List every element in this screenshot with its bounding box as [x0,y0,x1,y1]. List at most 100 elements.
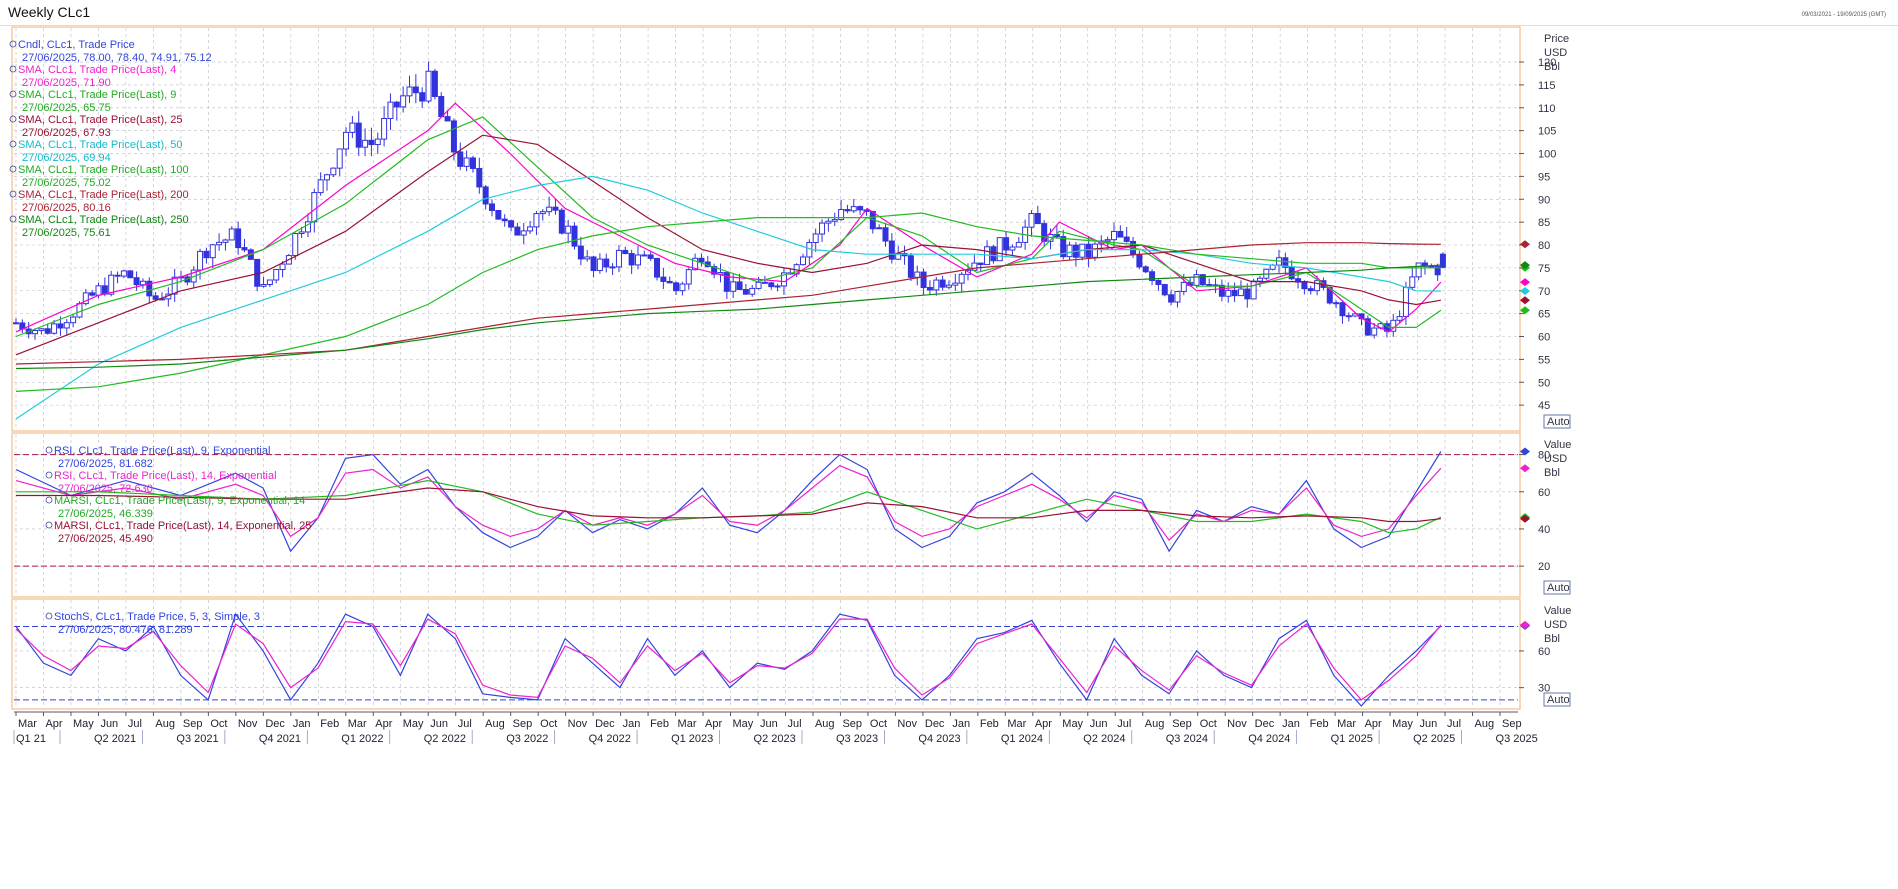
candle-body [44,328,51,334]
x-quarter-label: Q3 2023 [836,733,878,745]
legend-series-values: 27/06/2025, 65.75 [22,102,111,114]
chart-title-bar: Weekly CLc1 09/03/2021 - 19/09/2025 (GMT… [0,0,1898,26]
candle [51,320,58,335]
candle-body [1161,284,1168,296]
candle-body [279,263,286,271]
legend-icon[interactable] [45,521,53,529]
legend-icon[interactable] [45,446,53,454]
candle-body [1199,274,1206,285]
x-month-label: May [73,718,94,730]
candle [1174,290,1181,308]
series-line [15,212,1441,392]
candle [1371,322,1378,339]
auto-scale-label: Auto [1547,582,1570,594]
stoch-panel[interactable]: 30 60 Value USD Bbl Auto [11,598,1571,710]
candle-body [749,287,756,295]
candle-body [127,270,134,279]
x-quarter-label: Q3 2021 [176,733,218,745]
rsi-legend[interactable]: RSI, CLc1, Trade Price(Last), 9, Exponen… [45,445,311,545]
legend-icon[interactable] [45,471,53,479]
legend-series-name: Cndl, CLc1, Trade Price [18,39,135,51]
candle-body [1142,266,1149,273]
legend-icon[interactable] [9,215,17,223]
legend-icon[interactable] [9,115,17,123]
x-quarter-label: Q2 2025 [1413,733,1455,745]
candle [990,244,997,264]
candle [171,268,178,302]
candle-body [76,303,83,318]
x-quarter-label: Q1 2022 [341,733,383,745]
legend-icon[interactable] [9,190,17,198]
candle-body [1282,257,1289,268]
legend-series-name: MARSI, CLc1, Trade Price(Last), 9, Expon… [54,495,305,507]
candle-body [1091,243,1098,258]
candle-body [1066,244,1073,258]
candle-body [1193,274,1200,286]
candle-body [850,206,857,212]
legend-series-values: 27/06/2025, 45.490 [58,533,153,545]
legend-icon[interactable] [45,612,53,620]
candle-body [235,228,242,249]
candle [711,263,718,279]
candle [546,196,553,216]
y-tick-label: 80 [1538,450,1550,462]
candle-body [920,271,927,289]
candle-body [317,179,324,194]
chart-canvas[interactable]: 45 50 55 60 65 70 75 80 85 90 95 100 105 110 115 120 Pri… [0,26,1898,889]
candle [520,222,527,245]
candle-body [146,280,153,297]
axis-title-line: Bbl [1544,61,1560,73]
series-line [15,264,1441,370]
auto-scale-button[interactable]: Auto [1543,692,1571,707]
y-tick-label: 55 [1538,354,1550,366]
candle [882,223,889,247]
candle-body [425,70,432,102]
legend-icon[interactable] [45,496,53,504]
series-line [16,487,1441,523]
x-month-label: Jun [1420,718,1438,730]
price-panel[interactable]: 45 50 55 60 65 70 75 80 85 90 95 100 105 110 115 120 Pri… [11,26,1571,432]
candle-body [1225,289,1232,297]
candle-body [711,266,718,275]
x-month-label: Mar [1007,718,1026,730]
y-tick-label: 100 [1538,149,1556,161]
candle [1390,313,1397,337]
candle [1288,260,1295,281]
candle-body [374,138,381,146]
candle-body [857,206,864,211]
candle [431,68,438,100]
candle [527,220,534,234]
legend-series-name: SMA, CLc1, Trade Price(Last), 4 [18,64,176,76]
legend-icon[interactable] [9,90,17,98]
legend-icon[interactable] [9,140,17,148]
candle-body [685,269,692,285]
candle-body [1409,276,1416,288]
candle [457,142,464,171]
candle [1123,226,1130,243]
x-month-label: Apr [705,718,722,730]
x-month-label: Aug [485,718,505,730]
candle-body [514,226,521,236]
auto-scale-button[interactable]: Auto [1543,580,1571,595]
auto-scale-button-frame [1543,580,1571,595]
legend-icon[interactable] [9,65,17,73]
y-tick-label: 75 [1538,263,1550,275]
candle-body [755,281,762,289]
auto-scale-button[interactable]: Auto [1543,414,1571,429]
candle [1237,280,1244,297]
candle [768,281,775,290]
y-tick-label: 60 [1538,487,1550,499]
x-month-label: Feb [320,718,339,730]
candle-body [533,213,540,228]
candle-body [457,151,464,167]
candle [920,268,927,295]
candle [1066,241,1073,261]
x-month-label: Aug [815,718,835,730]
legend-icon[interactable] [9,165,17,173]
candle-body [114,274,121,277]
legend-icon[interactable] [9,40,17,48]
stoch-legend[interactable]: StochS, CLc1, Trade Price, 5, 3, Simple,… [45,611,260,636]
y-tick-label: 20 [1538,561,1550,573]
